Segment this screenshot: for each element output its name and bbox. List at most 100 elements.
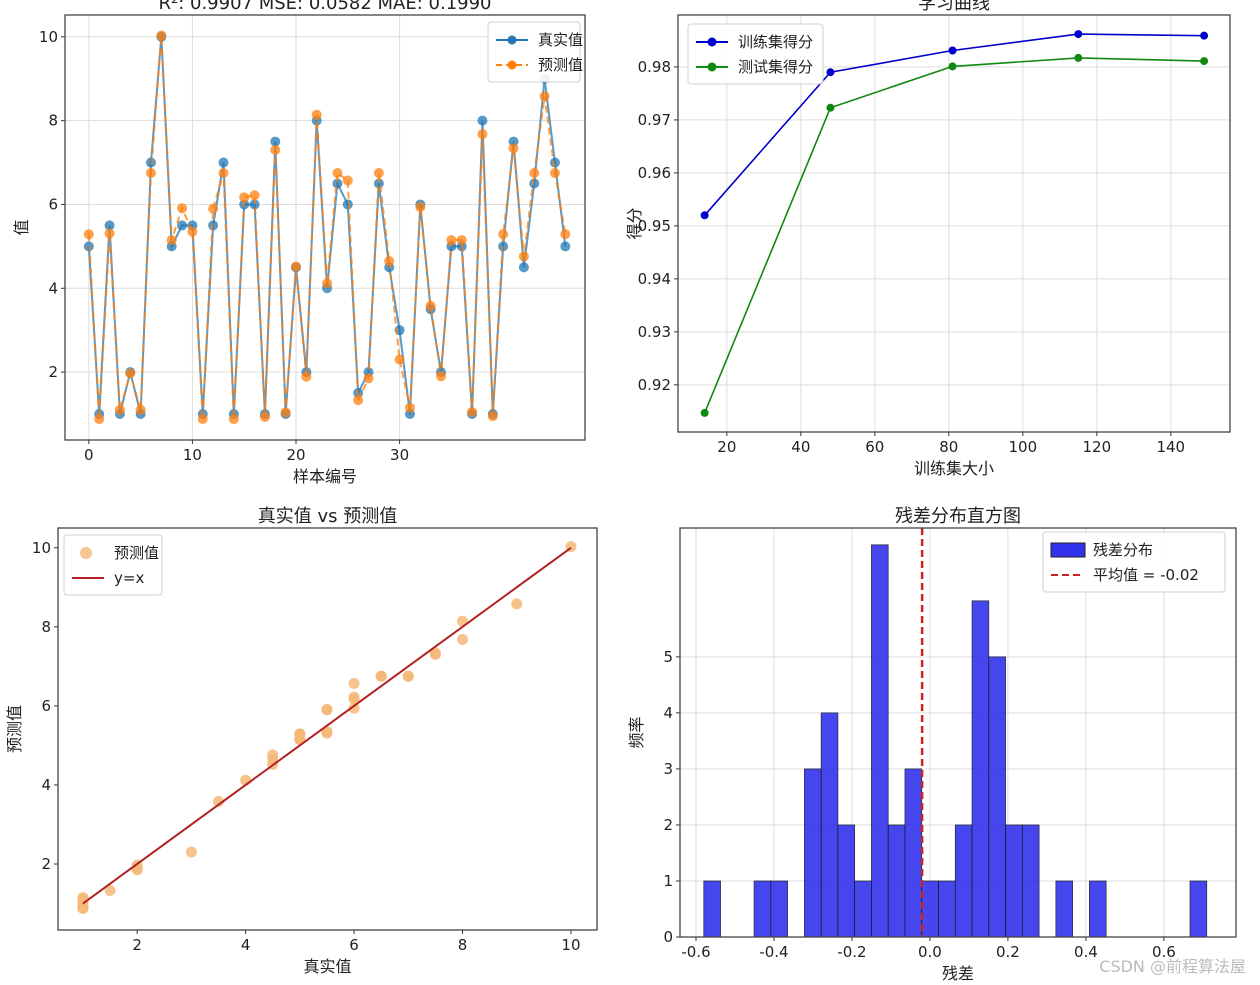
scatter-point: [348, 677, 360, 689]
legend-label: 预测值: [538, 56, 583, 74]
test-score-point: [1200, 57, 1209, 66]
predicted-point: [166, 235, 177, 246]
predicted-point: [425, 300, 436, 311]
predicted-point: [208, 203, 219, 214]
scatter-point: [402, 670, 414, 682]
axes-frame: [679, 527, 1237, 938]
actual-point: [218, 157, 229, 168]
histogram-bar: [988, 656, 1006, 938]
x-tick-label: -0.2: [837, 943, 866, 961]
legend-marker: [707, 37, 717, 47]
x-tick-label: 0.2: [996, 943, 1020, 961]
legend-label: 平均值 = -0.02: [1093, 566, 1199, 584]
actual-point: [529, 178, 540, 189]
y-axis-label: 得分: [625, 207, 644, 239]
scatter-point: [104, 884, 116, 896]
legend-label: 真实值: [538, 31, 583, 49]
x-tick-label: 6: [349, 936, 359, 954]
predicted-point: [125, 368, 136, 379]
predicted-point: [228, 414, 239, 425]
subplot-2: 20 40 60 80 100 120 140 0.92 0.93 0.94 0.95 0.96 0.9…: [625, 0, 1231, 478]
x-tick-label: 0.6: [1152, 943, 1176, 961]
scatter-point: [185, 846, 197, 858]
predicted-point: [311, 109, 322, 120]
predicted-point: [156, 30, 167, 41]
plot-area: [65, 15, 585, 440]
actual-point: [477, 115, 488, 126]
scatter-point: [267, 749, 279, 761]
actual-point: [549, 157, 560, 168]
predicted-point: [363, 373, 374, 384]
y-tick-label: 0: [663, 928, 673, 946]
histogram-bar: [753, 880, 772, 938]
y-tick-label: 0.95: [638, 217, 671, 235]
x-tick-label: 0: [84, 446, 94, 464]
predicted-point: [239, 192, 250, 203]
chart-title: R²: 0.9907 MSE: 0.0582 MAE: 0.1990: [158, 0, 491, 14]
predicted-point: [549, 168, 560, 179]
legend-label: y=x: [114, 569, 144, 587]
actual-point: [270, 136, 281, 147]
x-tick-label: 10: [183, 446, 202, 464]
x-tick-label: 20: [717, 438, 736, 456]
test-score-point: [826, 103, 835, 112]
legend-patch: [1050, 542, 1086, 558]
actual-point: [560, 241, 571, 252]
x-tick-label: 100: [1008, 438, 1037, 456]
scatter-point: [348, 691, 360, 703]
predicted-point: [301, 371, 312, 382]
predicted-point: [135, 404, 146, 415]
scatter-point: [294, 728, 306, 740]
histogram-bar: [1005, 824, 1023, 938]
predicted-point: [145, 168, 156, 179]
actual-point: [518, 262, 529, 273]
x-tick-label: 2: [132, 936, 142, 954]
predicted-point: [290, 261, 301, 272]
predicted-point: [487, 411, 498, 422]
histogram-bar: [887, 824, 906, 938]
predicted-point: [270, 144, 281, 155]
y-tick-label: 0.92: [638, 376, 671, 394]
legend-box: [687, 23, 824, 85]
train-score-point: [948, 46, 957, 55]
histogram-bar: [703, 880, 721, 938]
scatter-point: [213, 796, 225, 808]
actual-point: [342, 199, 353, 210]
predicted-point: [456, 235, 467, 246]
legend-label: 残差分布: [1093, 541, 1153, 559]
histogram-bar: [854, 880, 872, 938]
predicted-point: [322, 278, 333, 289]
histogram-bar: [954, 824, 973, 938]
y-tick-label: 5: [663, 648, 673, 666]
y-axis-label: 预测值: [5, 705, 24, 753]
x-tick-label: -0.4: [759, 943, 788, 961]
predicted-point: [446, 235, 457, 246]
y-tick-label: 2: [41, 855, 51, 873]
predicted-point: [332, 168, 343, 179]
chart-title: 残差分布直方图: [895, 506, 1021, 527]
x-tick-label: 140: [1156, 438, 1185, 456]
x-tick-label: 20: [286, 446, 305, 464]
x-axis-label: 训练集大小: [914, 459, 994, 478]
x-tick-label: 30: [390, 446, 409, 464]
y-tick-label: 6: [48, 195, 58, 213]
histogram-bar: [1021, 824, 1040, 938]
axes-frame: [57, 527, 598, 931]
histogram-bar: [804, 768, 822, 938]
predicted-point: [342, 175, 353, 186]
histogram-bar: [1189, 880, 1208, 938]
train-score-point: [1200, 31, 1209, 40]
y-axis-label: 频率: [627, 716, 646, 748]
actual-point: [249, 199, 260, 210]
scatter-point: [348, 702, 360, 714]
histogram-bar: [904, 768, 923, 938]
y-tick-label: 0.96: [638, 164, 671, 182]
predicted-point: [477, 129, 488, 140]
x-tick-label: 0.4: [1074, 943, 1098, 961]
x-tick-label: 0.0: [918, 943, 942, 961]
predicted-point: [187, 226, 198, 237]
y-tick-label: 0.93: [638, 323, 671, 341]
predicted-point: [415, 201, 426, 212]
